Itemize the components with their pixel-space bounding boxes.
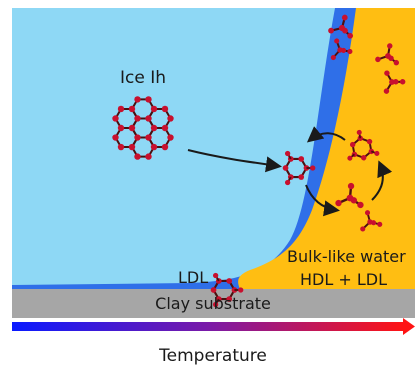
oxygen-atom [145, 115, 152, 122]
oxygen-atom [167, 115, 174, 122]
tetrahedral-water-cluster-icon [360, 210, 383, 232]
water-ring-cluster-icon [210, 272, 244, 308]
water-ring-cluster-icon [282, 150, 316, 186]
oxygen-atom [128, 124, 136, 132]
bulk-water-region [238, 8, 415, 289]
temperature-label: Temperature [158, 346, 267, 366]
oxygen-atom [150, 143, 158, 151]
oxygen-atom [145, 96, 152, 103]
oxygen-atom [117, 143, 125, 151]
bulk-water-label: Bulk-like water [287, 247, 406, 266]
oxygen-atom [117, 105, 125, 113]
oxygen-atom [128, 143, 136, 151]
bulk-composition-label: HDL + LDL [300, 270, 387, 289]
oxygen-atom [117, 124, 125, 132]
cycle-arrow-lower [305, 184, 340, 217]
oxygen-atom [145, 134, 152, 141]
water-molecules [210, 14, 406, 308]
oxygen-atom [134, 134, 141, 141]
oxygen-atom [112, 134, 119, 141]
oxygen-atom [150, 124, 158, 132]
ice-label: Ice Ih [120, 68, 166, 88]
tetrahedral-water-cluster-icon [383, 70, 406, 94]
oxygen-atom [167, 134, 174, 141]
oxygen-atom [150, 105, 158, 113]
tetrahedral-water-cluster-icon [375, 43, 400, 66]
tetrahedral-water-cluster-icon [328, 14, 354, 39]
substrate-label: Clay substrate [155, 294, 271, 313]
oxygen-atom [134, 96, 141, 103]
temperature-gradient-arrow-icon [12, 318, 415, 335]
cycle-arrow-right [371, 160, 393, 201]
oxygen-atom [128, 105, 136, 113]
hexagonal-ice-lattice-icon [112, 96, 174, 160]
cycle-arrow-upper [306, 126, 346, 143]
ldl-label: LDL [178, 268, 208, 287]
oxygen-atom [161, 124, 169, 132]
ice-to-interface-arrow [187, 149, 282, 173]
oxygen-atom [134, 153, 141, 160]
oxygen-atom [161, 105, 169, 113]
oxygen-atom [145, 153, 152, 160]
oxygen-atom [161, 143, 169, 151]
water-ring-cluster-icon [347, 129, 380, 161]
tetrahedral-water-cluster-icon [330, 38, 353, 61]
oxygen-atom [112, 115, 119, 122]
oxygen-atom [134, 115, 141, 122]
